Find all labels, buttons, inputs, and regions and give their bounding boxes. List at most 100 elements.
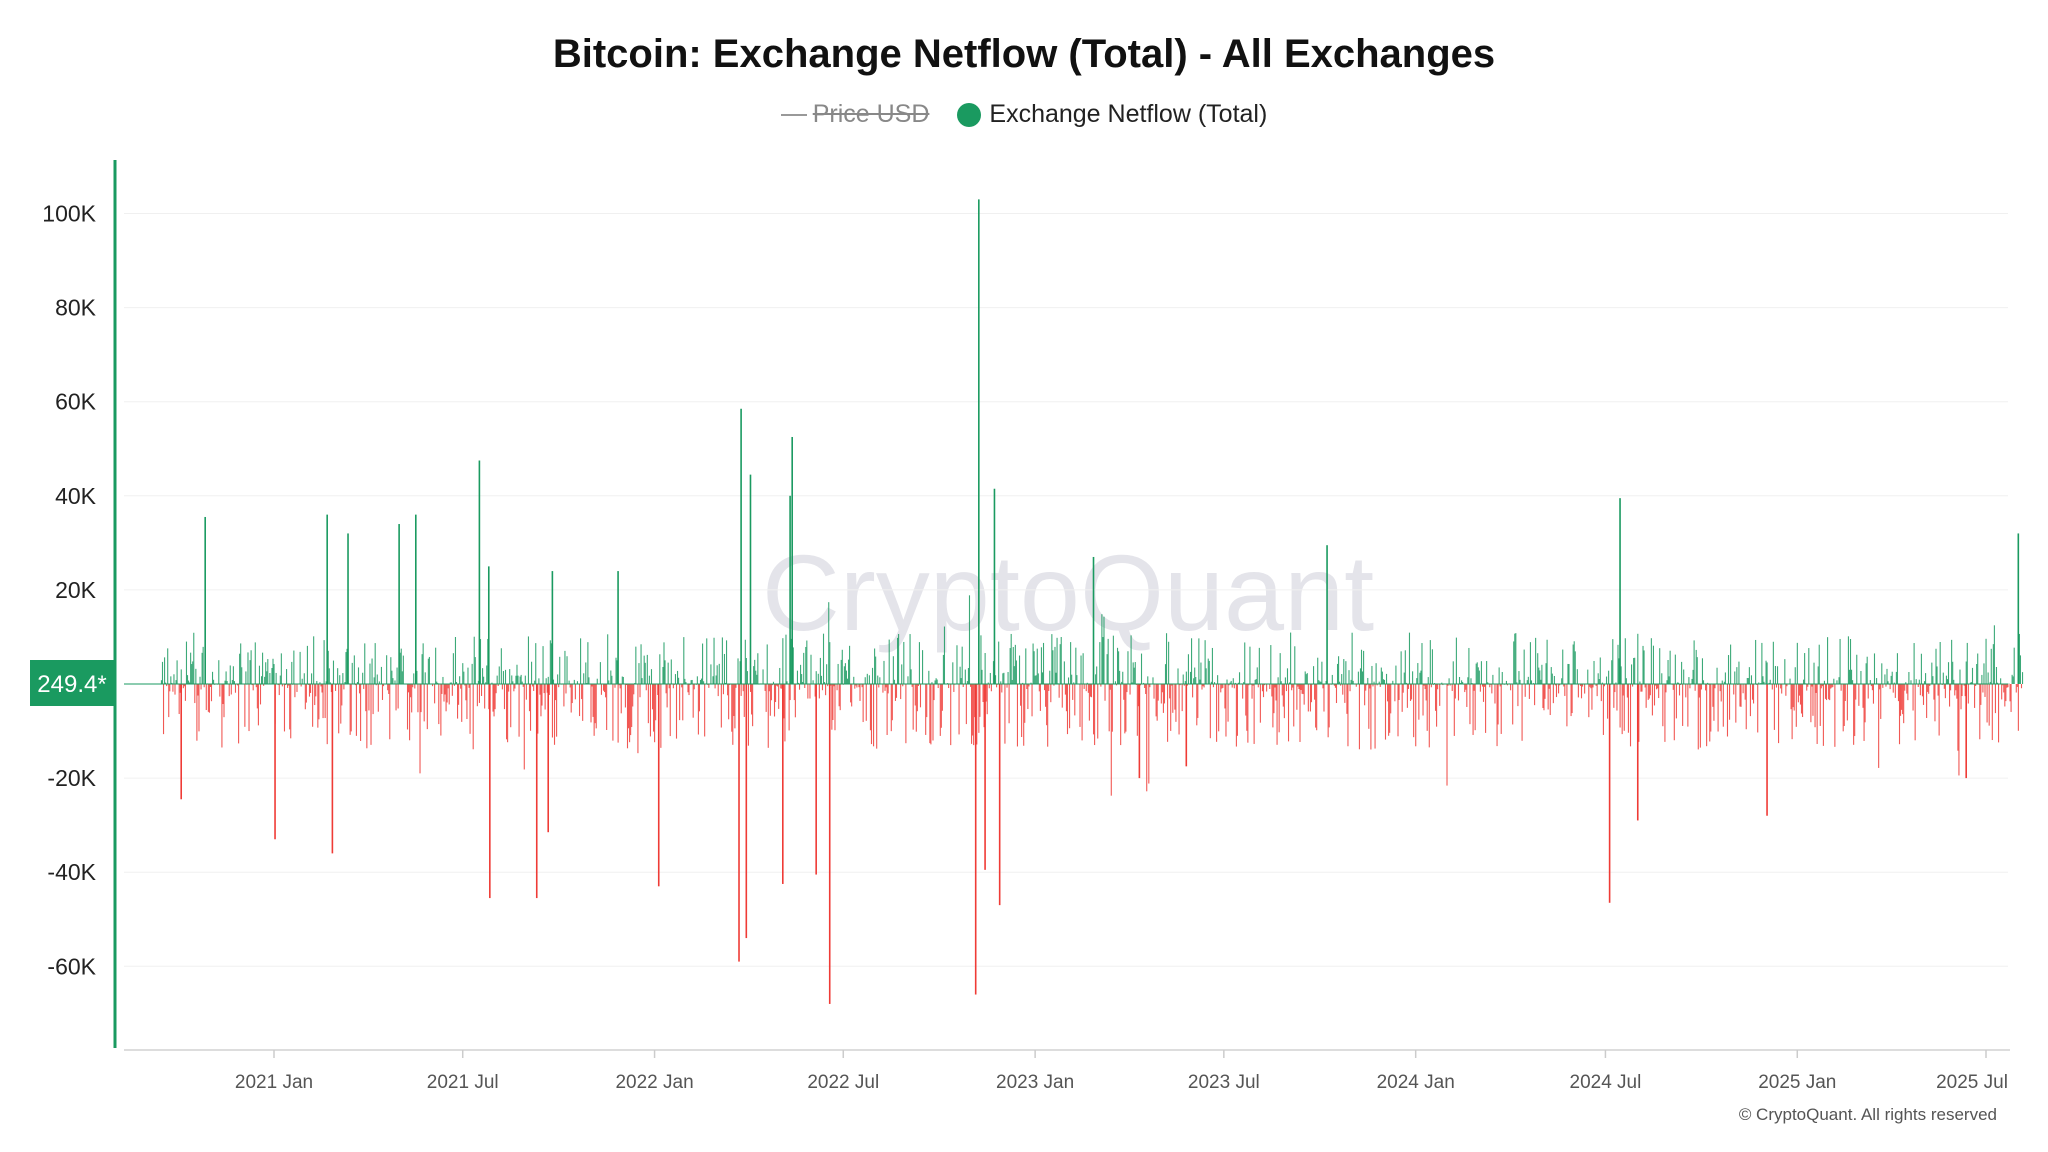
bar	[1840, 684, 1842, 691]
bar	[712, 676, 714, 684]
bar	[1398, 684, 1400, 701]
bar	[1953, 679, 1955, 684]
bar	[978, 684, 980, 733]
bar	[1008, 684, 1010, 724]
bar	[1404, 650, 1406, 684]
bar	[640, 644, 642, 684]
bar	[1419, 672, 1421, 684]
bar	[998, 684, 1001, 906]
bar	[1653, 684, 1656, 706]
bar	[1833, 678, 1835, 684]
bar	[1426, 684, 1428, 731]
bar	[1574, 651, 1576, 684]
bar	[1737, 684, 1739, 686]
bar	[1172, 684, 1174, 713]
bar	[1692, 669, 1694, 684]
bar	[440, 684, 442, 736]
bar	[1776, 666, 1779, 684]
bar	[1237, 682, 1240, 684]
bar	[1976, 663, 1978, 684]
bar	[170, 676, 172, 684]
bar	[1413, 684, 1415, 738]
bar	[1543, 684, 1545, 711]
watermark: CryptoQuant	[762, 532, 1374, 653]
bar	[651, 684, 654, 710]
bar	[1921, 684, 1923, 697]
bar	[960, 678, 962, 684]
bar	[1112, 635, 1114, 684]
bar	[1451, 684, 1453, 691]
bar	[1650, 638, 1652, 684]
bar	[1116, 647, 1119, 684]
bar	[1967, 684, 1969, 704]
bar	[312, 684, 314, 727]
bar	[877, 675, 879, 684]
bar	[1103, 616, 1105, 684]
bar	[523, 684, 525, 770]
bar	[602, 684, 605, 691]
bar	[1423, 684, 1425, 686]
bar	[1255, 679, 1257, 684]
bar	[1757, 684, 1759, 733]
bar	[772, 681, 775, 684]
bar	[1917, 684, 1919, 687]
bar	[1938, 684, 1940, 736]
bar	[592, 684, 594, 717]
bar	[488, 684, 490, 710]
bar	[458, 684, 460, 705]
bar	[796, 670, 799, 684]
bar	[1580, 684, 1583, 699]
bar	[1994, 684, 1996, 714]
bar	[1740, 684, 1742, 707]
bar	[771, 684, 773, 686]
bar	[1319, 681, 1321, 684]
legend-item-netflow[interactable]: Exchange Netflow (Total)	[957, 100, 1267, 129]
bar	[1625, 678, 1627, 684]
bar	[2016, 684, 2018, 687]
bar	[1363, 650, 1365, 684]
bar	[655, 684, 657, 721]
bar	[546, 684, 548, 693]
bar	[1448, 678, 1450, 684]
bar	[691, 679, 693, 684]
bar	[972, 684, 974, 736]
bar	[1285, 684, 1287, 692]
bar	[1216, 684, 1218, 742]
bar	[231, 679, 233, 684]
bar	[453, 684, 455, 686]
bar	[300, 684, 302, 687]
bar	[1191, 638, 1193, 684]
bar	[1496, 684, 1498, 747]
bar	[1301, 684, 1303, 694]
bar	[1947, 662, 1950, 684]
bar	[790, 638, 792, 684]
bar	[1758, 682, 1760, 684]
bar	[878, 684, 880, 688]
bar	[1276, 684, 1278, 745]
legend-item-price-usd[interactable]: Price USD	[780, 100, 929, 129]
bar	[1339, 681, 1341, 684]
bar	[891, 684, 893, 721]
bar	[414, 684, 416, 689]
bar	[419, 684, 421, 774]
y-tick-label: 20K	[55, 577, 97, 603]
bar	[911, 684, 913, 687]
bar	[778, 684, 780, 709]
bar	[752, 684, 754, 727]
bar	[262, 652, 264, 684]
bar	[599, 662, 601, 684]
bar	[1993, 625, 1995, 684]
bar	[1734, 671, 1736, 684]
bar	[1858, 684, 1860, 706]
bar	[2004, 684, 2006, 707]
bar	[717, 684, 719, 697]
bar	[1257, 684, 1259, 688]
bar	[1258, 647, 1260, 684]
bar	[751, 684, 753, 715]
bar	[1375, 663, 1377, 684]
bar	[1131, 682, 1133, 684]
bar	[574, 684, 576, 700]
bar	[1965, 661, 1967, 684]
bar	[1517, 684, 1519, 707]
bar	[294, 684, 296, 698]
